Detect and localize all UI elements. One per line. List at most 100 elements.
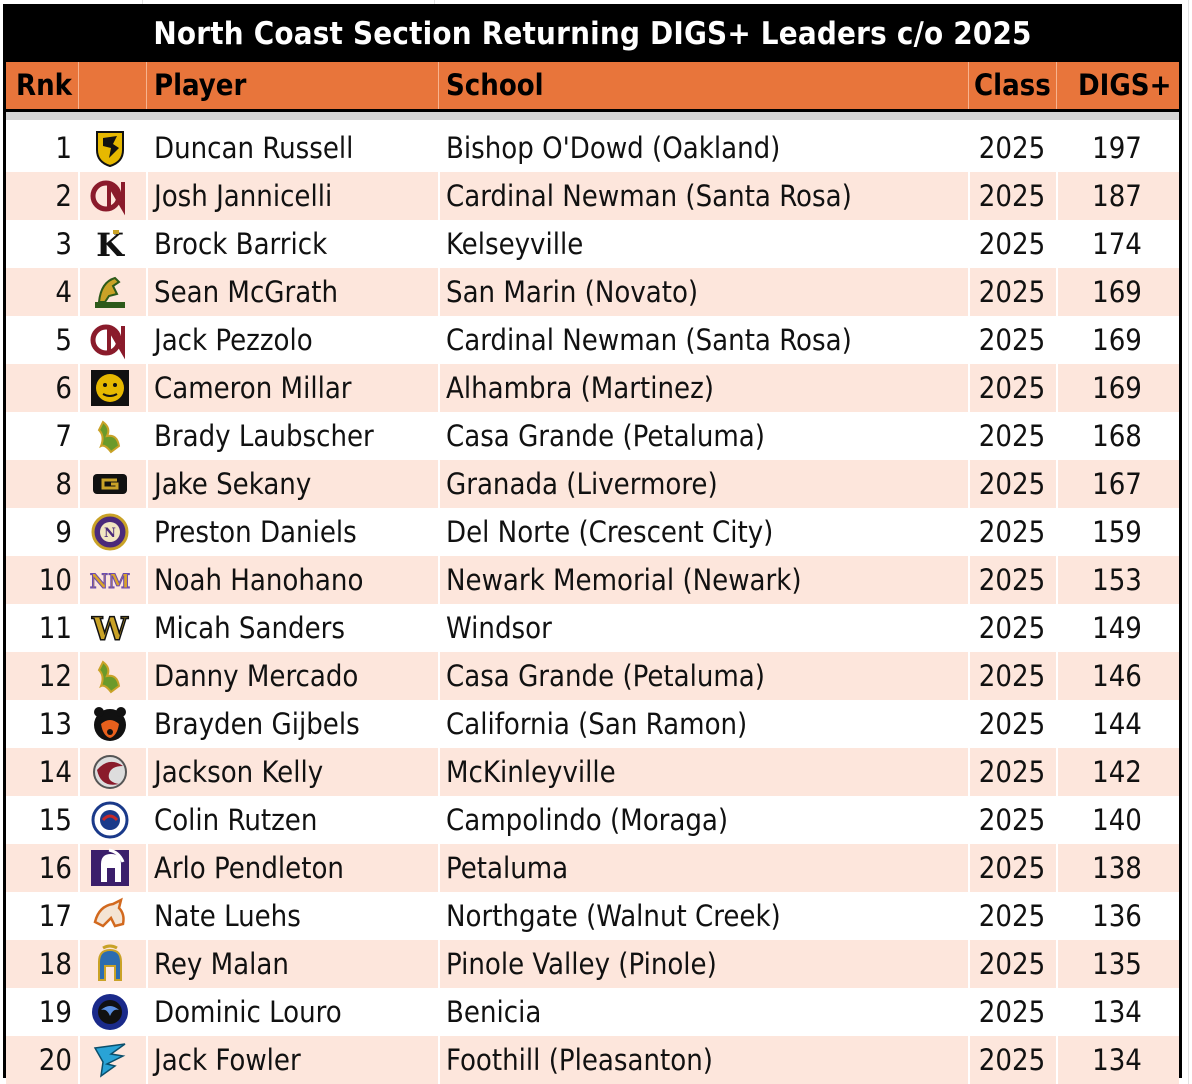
- digs-cell: 146: [1092, 659, 1142, 693]
- cell-divider: [968, 892, 970, 940]
- cell-divider: [146, 748, 148, 796]
- cell-divider: [146, 556, 148, 604]
- svg-text:NM: NM: [90, 569, 130, 593]
- cell-divider: [438, 412, 440, 460]
- table-row[interactable]: 20 Jack Fowler Foothill (Pleasanton) 202…: [6, 1036, 1179, 1084]
- rank-cell: 4: [55, 275, 72, 309]
- table-row[interactable]: 6 Cameron Millar Alhambra (Martinez) 202…: [6, 364, 1179, 412]
- dragon-shield-logo: [89, 128, 131, 168]
- table-row[interactable]: 7 Brady Laubscher Casa Grande (Petaluma)…: [6, 412, 1179, 460]
- player-cell: Jackson Kelly: [154, 755, 324, 789]
- player-cell: Rey Malan: [154, 947, 289, 981]
- cell-divider: [1056, 844, 1058, 892]
- school-cell: Granada (Livermore): [446, 467, 718, 501]
- table-row[interactable]: 11 W Micah Sanders Windsor 2025 149: [6, 604, 1179, 652]
- class-cell: 2025: [978, 275, 1046, 309]
- rank-cell: 8: [55, 467, 72, 501]
- k-letter-logo: K: [89, 224, 131, 264]
- table-row[interactable]: 14 Jackson Kelly McKinleyville 2025 142: [6, 748, 1179, 796]
- cell-divider: [438, 1036, 440, 1084]
- table-row[interactable]: 9 N Preston Daniels Del Norte (Crescent …: [6, 508, 1179, 556]
- table-row[interactable]: 5 Jack Pezzolo Cardinal Newman (Santa Ro…: [6, 316, 1179, 364]
- digs-cell: 140: [1092, 803, 1142, 837]
- header-player[interactable]: Player: [154, 68, 247, 102]
- cell-divider: [968, 412, 970, 460]
- cell-divider: [438, 460, 440, 508]
- cell-divider: [146, 700, 148, 748]
- cell-divider: [438, 172, 440, 220]
- header-class[interactable]: Class: [974, 68, 1051, 102]
- rank-cell: 20: [38, 1043, 72, 1077]
- digs-cell: 144: [1092, 707, 1142, 741]
- cell-divider: [78, 124, 80, 172]
- svg-text:W: W: [91, 610, 129, 648]
- table-row[interactable]: 2 Josh Jannicelli Cardinal Newman (Santa…: [6, 172, 1179, 220]
- player-cell: Micah Sanders: [154, 611, 345, 645]
- player-cell: Brock Barrick: [154, 227, 328, 261]
- header-rank[interactable]: Rnk: [16, 68, 73, 102]
- digs-cell: 174: [1092, 227, 1142, 261]
- cell-divider: [438, 124, 440, 172]
- cell-divider: [146, 172, 148, 220]
- cell-divider: [968, 220, 970, 268]
- player-cell: Dominic Louro: [154, 995, 342, 1029]
- table-row[interactable]: 16 Arlo Pendleton Petaluma 2025 138: [6, 844, 1179, 892]
- cell-divider: [968, 1036, 970, 1084]
- header-digs[interactable]: DIGS+: [1078, 68, 1172, 102]
- school-cell: Bishop O'Dowd (Oakland): [446, 131, 781, 165]
- cell-divider: [146, 220, 148, 268]
- cell-divider: [438, 988, 440, 1036]
- cell-divider: [1056, 1036, 1058, 1084]
- rank-cell: 2: [55, 179, 72, 213]
- cell-divider: [438, 844, 440, 892]
- cell-divider: [968, 988, 970, 1036]
- cell-divider: [146, 796, 148, 844]
- cell-divider: [146, 268, 148, 316]
- cell-divider: [1056, 940, 1058, 988]
- class-cell: 2025: [978, 995, 1046, 1029]
- cell-divider: [968, 316, 970, 364]
- table-row[interactable]: 3 K Brock Barrick Kelseyville 2025 174: [6, 220, 1179, 268]
- digs-cell: 135: [1092, 947, 1142, 981]
- player-cell: Sean McGrath: [154, 275, 338, 309]
- rank-cell: 12: [38, 659, 72, 693]
- digs-cell: 149: [1092, 611, 1142, 645]
- spartan-helmet-logo: [89, 944, 131, 984]
- header-logo[interactable]: [86, 62, 146, 109]
- player-cell: Brady Laubscher: [154, 419, 374, 453]
- table-row[interactable]: 12 Danny Mercado Casa Grande (Petaluma) …: [6, 652, 1179, 700]
- table-row[interactable]: 15 Colin Rutzen Campolindo (Moraga) 2025…: [6, 796, 1179, 844]
- cell-divider: [78, 316, 80, 364]
- table-row[interactable]: 19 Dominic Louro Benicia 2025 134: [6, 988, 1179, 1036]
- player-cell: Josh Jannicelli: [154, 179, 333, 213]
- table-row[interactable]: 8 Jake Sekany Granada (Livermore) 2025 1…: [6, 460, 1179, 508]
- table-row[interactable]: 18 Rey Malan Pinole Valley (Pinole) 2025…: [6, 940, 1179, 988]
- rank-cell: 6: [55, 371, 72, 405]
- mustang-logo: [89, 272, 131, 312]
- digs-cell: 159: [1092, 515, 1142, 549]
- cell-divider: [78, 1036, 80, 1084]
- bronco-logo: [89, 896, 131, 936]
- cell-divider: [968, 604, 970, 652]
- school-cell: Cardinal Newman (Santa Rosa): [446, 323, 852, 357]
- table-row[interactable]: 10 NM Noah Hanohano Newark Memorial (New…: [6, 556, 1179, 604]
- rank-cell: 15: [38, 803, 72, 837]
- digs-cell: 187: [1092, 179, 1142, 213]
- rank-cell: 19: [38, 995, 72, 1029]
- cell-divider: [146, 892, 148, 940]
- cell-divider: [1056, 220, 1058, 268]
- table-row[interactable]: 1 Duncan Russell Bishop O'Dowd (Oakland)…: [6, 124, 1179, 172]
- table-row[interactable]: 4 Sean McGrath San Marin (Novato) 2025 1…: [6, 268, 1179, 316]
- class-cell: 2025: [978, 371, 1046, 405]
- cell-divider: [78, 556, 80, 604]
- table-row[interactable]: 17 Nate Luehs Northgate (Walnut Creek) 2…: [6, 892, 1179, 940]
- digs-cell: 197: [1092, 131, 1142, 165]
- cell-divider: [968, 844, 970, 892]
- school-cell: Benicia: [446, 995, 542, 1029]
- bulldog-logo: [89, 368, 131, 408]
- table-row[interactable]: 13 Brayden Gijbels California (San Ramon…: [6, 700, 1179, 748]
- header-school[interactable]: School: [446, 68, 544, 102]
- rank-cell: 10: [38, 563, 72, 597]
- class-cell: 2025: [978, 227, 1046, 261]
- digs-cell: 168: [1092, 419, 1142, 453]
